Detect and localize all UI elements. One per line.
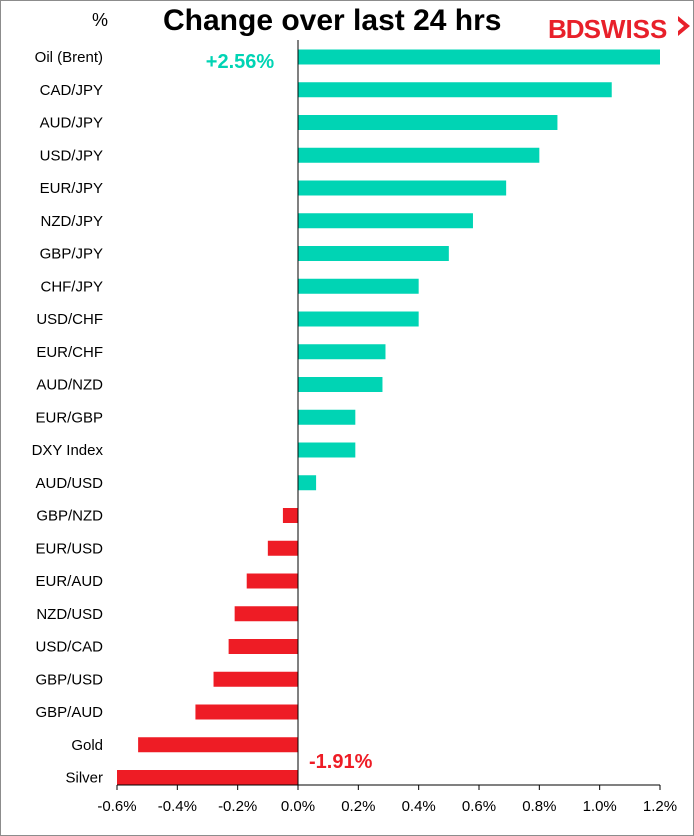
x-tick-label: 1.2% xyxy=(643,798,677,815)
category-label: Oil (Brent) xyxy=(35,49,103,66)
annotation-label-min: -1.91% xyxy=(309,751,373,773)
category-label: EUR/CHF xyxy=(36,344,103,361)
x-tick-label: 1.0% xyxy=(583,798,617,815)
bar-gold xyxy=(138,737,298,753)
bar-gbp-aud xyxy=(195,704,298,720)
logo-swiss-text: SWISS xyxy=(583,14,668,44)
category-label: AUD/NZD xyxy=(36,377,103,394)
x-tick-label: 0.8% xyxy=(522,798,556,815)
x-tick-label: -0.4% xyxy=(158,798,197,815)
category-label: CAD/JPY xyxy=(40,82,103,99)
category-label: Silver xyxy=(65,770,103,787)
bar-eur-chf xyxy=(298,344,386,360)
bar-eur-aud xyxy=(246,573,298,589)
x-tick-label: -0.2% xyxy=(218,798,257,815)
category-label: DXY Index xyxy=(32,442,104,459)
category-label: GBP/USD xyxy=(35,671,103,688)
category-label: CHF/JPY xyxy=(40,278,103,295)
x-tick-label: -0.6% xyxy=(97,798,136,815)
category-label: USD/CAD xyxy=(35,639,103,656)
category-label: EUR/USD xyxy=(35,540,103,557)
logo-bd-text: BD xyxy=(548,14,585,44)
bar-oil-brent- xyxy=(298,49,660,65)
bar-nzd-usd xyxy=(234,606,298,622)
category-label: GBP/JPY xyxy=(40,246,103,263)
category-label: AUD/USD xyxy=(35,475,103,492)
bar-silver xyxy=(117,770,298,785)
category-label: Gold xyxy=(71,737,103,754)
category-label: USD/CHF xyxy=(36,311,103,328)
bar-nzd-jpy xyxy=(298,213,473,229)
bar-aud-jpy xyxy=(298,115,558,130)
x-tick-label: 0.6% xyxy=(462,798,496,815)
bar-usd-cad xyxy=(228,639,298,654)
bar-eur-gbp xyxy=(298,409,356,425)
category-label: GBP/NZD xyxy=(36,508,103,525)
category-label: GBP/AUD xyxy=(35,704,103,721)
x-tick-label: 0.2% xyxy=(341,798,375,815)
bar-gbp-nzd xyxy=(282,508,298,523)
category-label: NZD/USD xyxy=(36,606,103,623)
bar-usd-jpy xyxy=(298,147,540,163)
logo-chevron-icon xyxy=(678,16,690,36)
x-tick-label: 0.0% xyxy=(281,798,315,815)
bar-eur-jpy xyxy=(298,180,507,196)
bar-gbp-usd xyxy=(213,671,298,687)
bar-aud-nzd xyxy=(298,377,383,392)
bar-usd-chf xyxy=(298,311,419,327)
bar-dxy-index xyxy=(298,442,356,458)
bar-cad-jpy xyxy=(298,82,612,98)
chart-title: Change over last 24 hrs xyxy=(163,4,502,37)
bar-chf-jpy xyxy=(298,278,419,294)
category-label: EUR/AUD xyxy=(35,573,103,590)
category-label: NZD/JPY xyxy=(40,213,103,230)
category-label: EUR/JPY xyxy=(40,180,103,197)
annotation-label-max: +2.56% xyxy=(206,51,275,73)
x-tick-label: 0.4% xyxy=(402,798,436,815)
bar-aud-usd xyxy=(298,475,317,491)
bar-gbp-jpy xyxy=(298,246,449,261)
category-label: EUR/GBP xyxy=(35,409,103,426)
category-label: AUD/JPY xyxy=(40,115,103,132)
brand-logo: BDSWISS xyxy=(548,14,690,44)
bar-eur-usd xyxy=(267,540,298,556)
category-label: USD/JPY xyxy=(40,147,103,164)
unit-label: % xyxy=(92,10,109,30)
